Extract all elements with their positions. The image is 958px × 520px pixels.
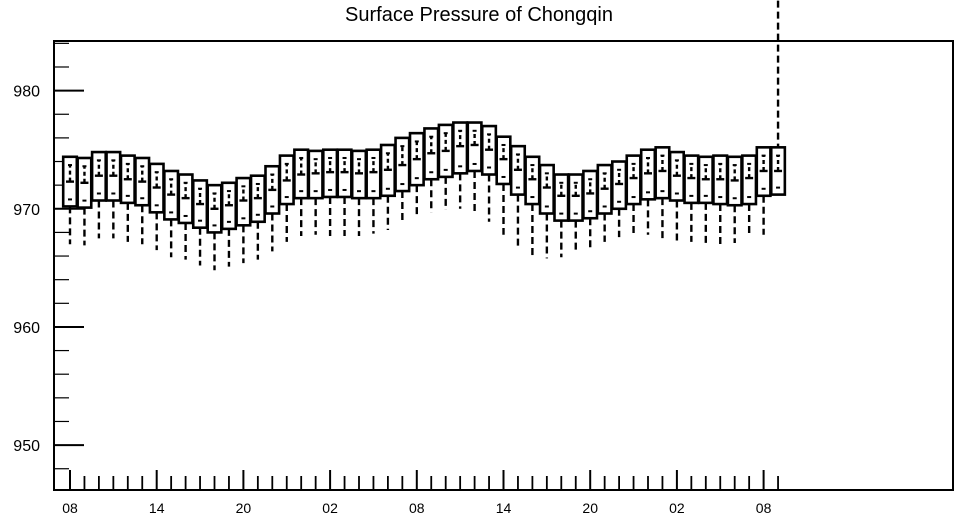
y-tick-label: 950 <box>13 438 40 455</box>
x-tick-label: 14 <box>149 500 165 516</box>
x-tick-label: 02 <box>669 500 685 516</box>
x-tick-label: 08 <box>62 500 78 516</box>
y-tick-label: 960 <box>13 320 40 337</box>
x-tick-label: 14 <box>496 500 512 516</box>
y-tick-label: 970 <box>13 202 40 219</box>
x-tick-label: 20 <box>582 500 598 516</box>
x-tick-label: 08 <box>756 500 772 516</box>
x-tick-label: 08 <box>409 500 425 516</box>
y-tick-label: 980 <box>13 84 40 101</box>
x-tick-label: 02 <box>322 500 338 516</box>
x-tick-label: 20 <box>236 500 252 516</box>
chart-title: Surface Pressure of Chongqin <box>345 4 613 26</box>
plot-frame <box>53 40 954 491</box>
